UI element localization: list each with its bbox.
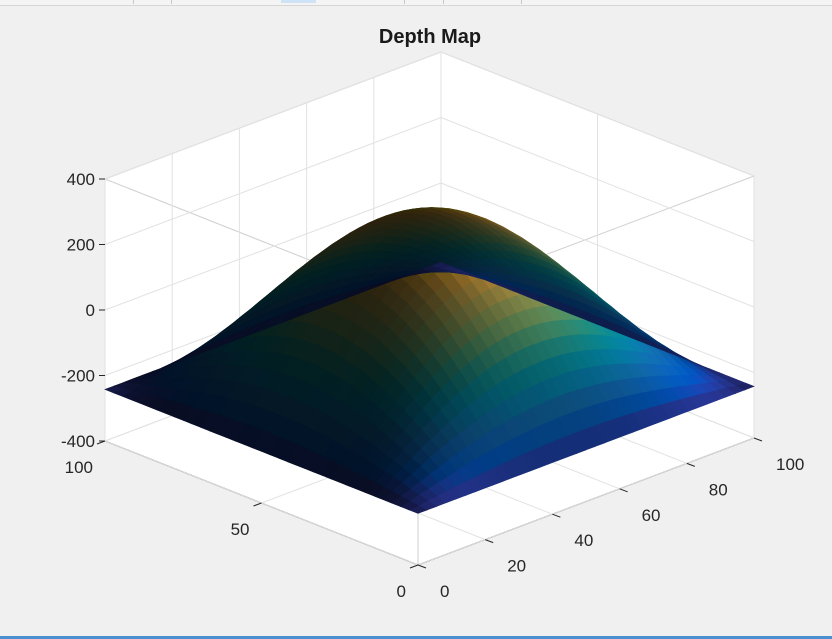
figure-toolbar-strip bbox=[0, 0, 832, 6]
x-tick-mark bbox=[485, 539, 494, 544]
x-tick-label: 60 bbox=[642, 506, 661, 525]
grid-line-z bbox=[104, 51, 442, 180]
y-tick-label: 0 bbox=[397, 582, 406, 601]
toolbar-highlight bbox=[281, 0, 316, 3]
grid-line-z bbox=[104, 182, 442, 311]
axis-ticks: 0 20 40 60 80 100 0 50 100 400 200 0 -200 -400 bbox=[61, 170, 804, 601]
z-tick-label: 200 bbox=[67, 236, 95, 255]
x-tick-mark bbox=[753, 437, 763, 442]
x-tick-label: 80 bbox=[709, 480, 728, 499]
x-tick-label: 40 bbox=[574, 531, 593, 550]
x-tick-mark bbox=[686, 462, 695, 467]
x-tick-label: 100 bbox=[776, 455, 804, 474]
grid-line-y bbox=[417, 437, 755, 566]
x-tick-mark bbox=[619, 488, 628, 493]
y-tick-label: 50 bbox=[231, 520, 250, 539]
z-tick-label: -200 bbox=[61, 367, 95, 386]
x-tick-label: 0 bbox=[440, 582, 449, 601]
y-tick-mark bbox=[409, 564, 419, 569]
x-tick-mark bbox=[417, 564, 427, 569]
surface-mesh[interactable] bbox=[104, 207, 755, 514]
x-tick-label: 20 bbox=[507, 557, 526, 576]
z-tick-label: 400 bbox=[67, 170, 95, 189]
y-tick-mark bbox=[253, 502, 262, 507]
z-tick-label: -400 bbox=[61, 432, 95, 451]
grid-line-z bbox=[104, 117, 442, 245]
chart-title: Depth Map bbox=[378, 26, 482, 48]
window-bottom-edge bbox=[0, 636, 832, 639]
y-tick-label: 100 bbox=[65, 458, 93, 477]
surface-patch bbox=[430, 262, 451, 269]
z-tick-label: 0 bbox=[86, 301, 95, 320]
x-tick-mark bbox=[552, 513, 561, 518]
